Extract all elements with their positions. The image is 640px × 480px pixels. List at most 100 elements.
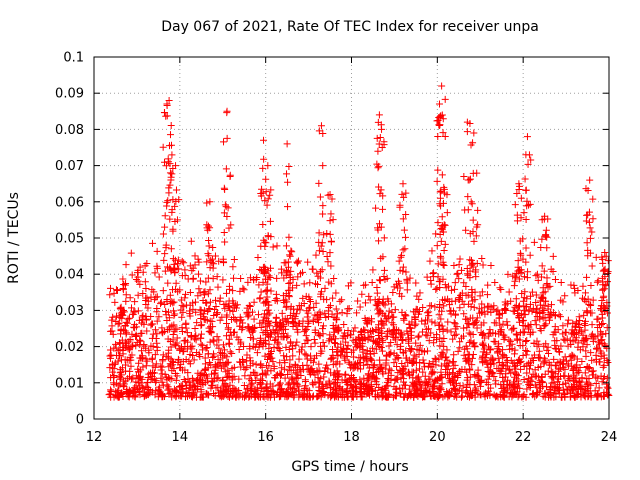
- data-point: [395, 257, 403, 265]
- data-point: [438, 222, 446, 230]
- data-point: [355, 359, 363, 367]
- data-point: [401, 312, 409, 320]
- data-point: [192, 336, 200, 344]
- data-point: [389, 393, 397, 401]
- data-point: [374, 305, 382, 313]
- data-point: [402, 210, 410, 218]
- data-point: [329, 361, 337, 369]
- data-point: [311, 378, 319, 386]
- data-point: [443, 326, 451, 334]
- data-point: [439, 199, 447, 207]
- data-point: [142, 316, 150, 324]
- data-point: [537, 244, 545, 251]
- data-point: [438, 337, 446, 345]
- data-point: [194, 292, 202, 300]
- data-point: [327, 210, 335, 218]
- data-point: [580, 296, 588, 304]
- data-point: [446, 307, 454, 315]
- data-point: [384, 297, 392, 305]
- data-point: [354, 297, 362, 305]
- data-point: [547, 301, 555, 309]
- data-point: [164, 155, 172, 163]
- data-point: [519, 393, 527, 401]
- data-point: [325, 377, 333, 385]
- data-point: [304, 258, 312, 266]
- data-point: [173, 325, 181, 333]
- data-point: [267, 233, 275, 241]
- data-point: [427, 363, 435, 371]
- data-point: [333, 316, 341, 324]
- data-point: [174, 355, 182, 363]
- data-point: [220, 209, 228, 217]
- data-point: [375, 220, 383, 228]
- data-point: [382, 393, 390, 401]
- data-point: [399, 215, 407, 223]
- data-point: [246, 303, 254, 311]
- data-point: [466, 256, 474, 264]
- data-point: [418, 384, 426, 392]
- data-point: [414, 333, 422, 341]
- data-point: [564, 320, 572, 328]
- data-point: [454, 371, 462, 379]
- data-point: [106, 291, 114, 299]
- data-point: [479, 329, 487, 337]
- data-point: [469, 297, 477, 305]
- data-point: [451, 320, 459, 328]
- data-point: [440, 185, 448, 193]
- data-point: [436, 301, 444, 309]
- data-point: [132, 276, 140, 284]
- data-point: [364, 360, 372, 368]
- data-point: [519, 235, 527, 243]
- data-point: [457, 334, 465, 342]
- data-point: [135, 316, 143, 324]
- data-point: [243, 390, 251, 398]
- data-point: [441, 281, 449, 289]
- data-point: [543, 346, 551, 354]
- data-point: [282, 303, 290, 311]
- data-point: [592, 351, 600, 359]
- data-point: [375, 334, 383, 342]
- data-point: [441, 240, 449, 248]
- data-point: [212, 302, 220, 310]
- data-point: [389, 313, 397, 321]
- data-point: [441, 371, 449, 379]
- data-point: [594, 374, 602, 382]
- data-point: [261, 275, 269, 283]
- data-point: [505, 336, 513, 344]
- data-point: [357, 393, 365, 401]
- data-point: [586, 224, 594, 232]
- data-point: [173, 389, 181, 397]
- data-point: [109, 330, 117, 338]
- data-point: [452, 389, 460, 397]
- data-point: [153, 330, 161, 338]
- data-point: [374, 147, 382, 155]
- data-point: [164, 197, 172, 205]
- data-point: [382, 382, 390, 390]
- data-point: [209, 336, 217, 344]
- data-point: [604, 384, 612, 392]
- data-point: [525, 374, 533, 382]
- data-point: [149, 239, 157, 247]
- data-point: [338, 309, 346, 317]
- data-point: [153, 247, 161, 255]
- data-point: [519, 317, 527, 325]
- data-point: [522, 303, 530, 311]
- data-point: [598, 255, 606, 263]
- data-point: [203, 299, 211, 307]
- data-point: [441, 392, 449, 400]
- data-point: [441, 95, 449, 103]
- data-point: [486, 367, 494, 375]
- data-point: [570, 281, 578, 289]
- data-point: [203, 199, 211, 207]
- data-point: [523, 133, 531, 141]
- data-point: [222, 165, 230, 173]
- data-point: [474, 366, 482, 374]
- data-point: [122, 280, 130, 288]
- data-point: [166, 360, 174, 368]
- data-point: [225, 303, 233, 311]
- data-point: [398, 251, 406, 259]
- data-point: [462, 226, 470, 234]
- data-point: [172, 376, 180, 384]
- data-point: [372, 301, 380, 309]
- data-point: [582, 352, 590, 360]
